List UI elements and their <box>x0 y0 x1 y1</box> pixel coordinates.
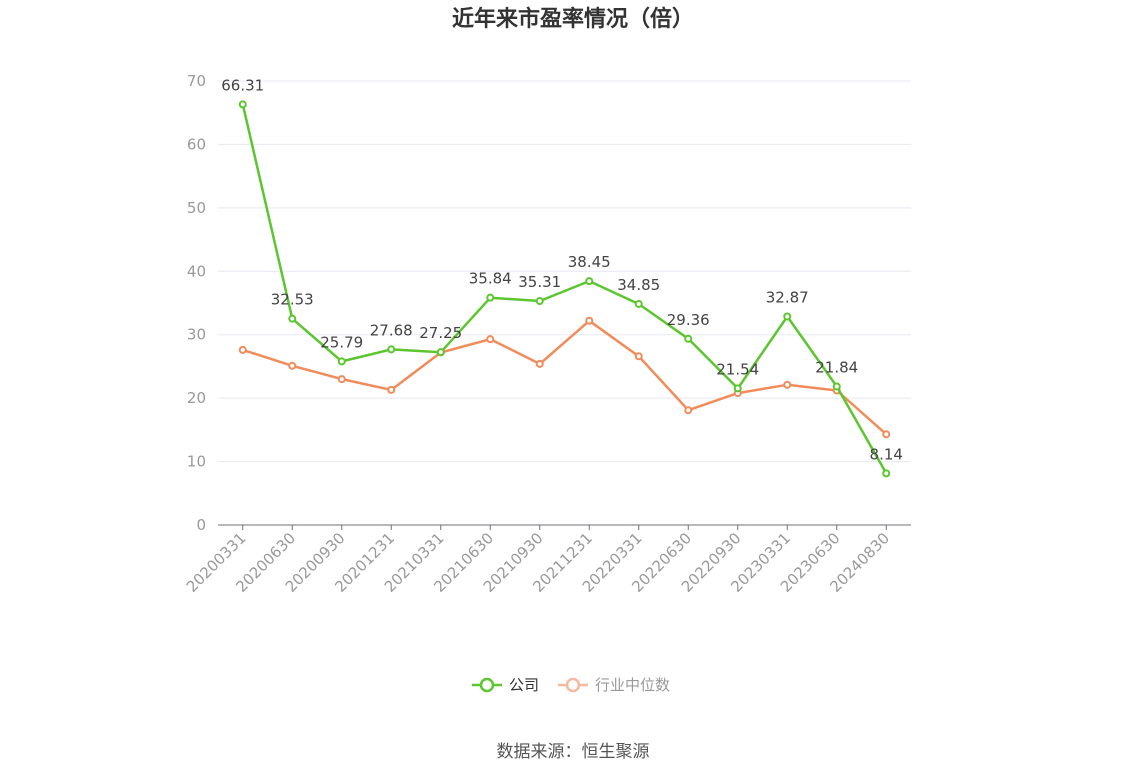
data-point <box>238 100 247 109</box>
legend-item-industry-median[interactable]: 行业中位数 <box>558 676 670 694</box>
legend-item-company[interactable]: 公司 <box>472 676 539 694</box>
data-point <box>634 299 643 308</box>
data-label: 27.25 <box>419 324 462 342</box>
legend: 公司 行业中位数 <box>472 676 670 694</box>
data-point <box>387 385 396 394</box>
legend-marker-icon <box>479 677 495 693</box>
data-label: 35.84 <box>469 270 512 288</box>
chart-title: 近年来市盈率情况（倍） <box>452 6 694 32</box>
y-tick-label: 0 <box>196 516 206 534</box>
data-point <box>337 375 346 384</box>
data-point <box>585 277 594 286</box>
data-label: 21.84 <box>815 358 858 376</box>
data-point <box>882 469 891 478</box>
data-label: 27.68 <box>370 321 413 339</box>
axes: 0102030405060702020033120200630202009302… <box>183 72 911 596</box>
data-point <box>684 406 693 415</box>
y-tick-label: 50 <box>187 199 206 217</box>
y-tick-label: 30 <box>187 326 206 344</box>
data-point <box>684 334 693 343</box>
data-label: 8.14 <box>870 445 903 463</box>
data-point <box>783 380 792 389</box>
data-label: 66.31 <box>221 76 264 94</box>
data-label: 32.87 <box>766 289 809 307</box>
data-point <box>783 312 792 321</box>
data-labels: 66.31 32.53 25.79 27.68 27.25 35.84 35.31 38.45… <box>221 76 903 463</box>
data-point <box>337 357 346 366</box>
data-point <box>733 384 742 393</box>
data-point <box>486 335 495 344</box>
y-tick-label: 10 <box>187 453 206 471</box>
data-label: 21.54 <box>716 360 759 378</box>
data-point <box>238 345 247 354</box>
y-tick-label: 40 <box>187 262 206 280</box>
data-point <box>387 345 396 354</box>
series-company <box>238 100 891 478</box>
data-label: 34.85 <box>617 276 660 294</box>
source-note: 数据来源：恒生聚源 <box>497 742 650 762</box>
data-label: 38.45 <box>568 253 611 271</box>
data-point <box>832 382 841 391</box>
data-point <box>288 314 297 323</box>
y-tick-label: 60 <box>187 135 206 153</box>
series-lines <box>238 100 891 478</box>
data-label: 29.36 <box>667 311 710 329</box>
data-label: 32.53 <box>271 291 314 309</box>
data-point <box>634 352 643 361</box>
grid-lines <box>218 80 911 463</box>
y-tick-label: 20 <box>187 389 206 407</box>
legend-label: 公司 <box>509 676 539 694</box>
data-point <box>535 297 544 306</box>
data-point <box>535 359 544 368</box>
data-label: 35.31 <box>518 273 561 291</box>
data-point <box>882 430 891 439</box>
y-tick-label: 70 <box>187 72 206 90</box>
data-point <box>585 316 594 325</box>
series-line <box>241 104 888 475</box>
series-line <box>242 319 888 436</box>
data-point <box>486 293 495 302</box>
legend-label: 行业中位数 <box>595 676 670 694</box>
data-point <box>288 361 297 370</box>
data-label: 25.79 <box>320 333 363 351</box>
legend-marker-icon <box>565 677 581 693</box>
data-point <box>436 348 445 357</box>
